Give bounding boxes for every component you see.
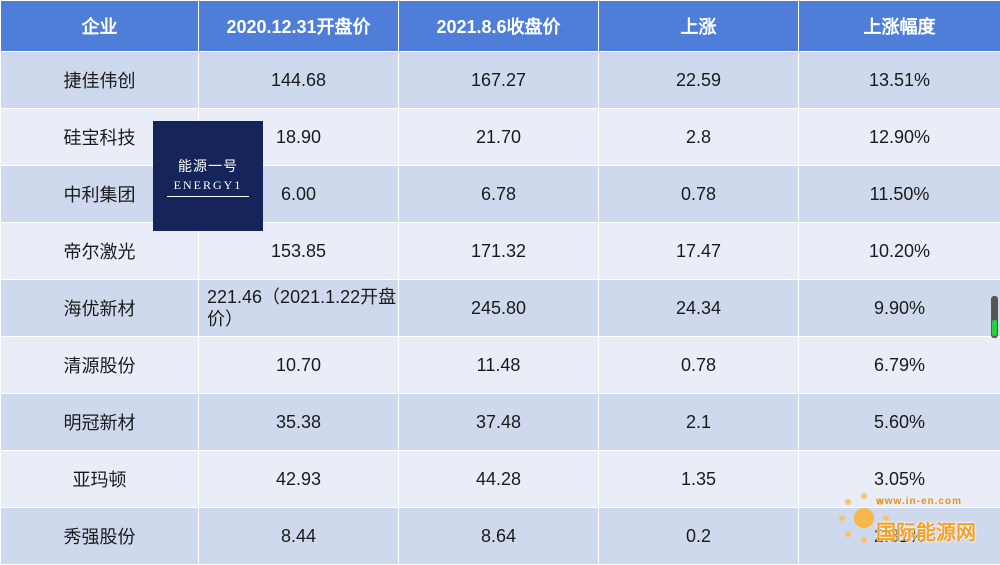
cell-rise: 24.34 xyxy=(599,280,799,337)
table-row: 秀强股份 8.44 8.64 0.2 2.31% xyxy=(1,508,1000,565)
table-row: 捷佳伟创 144.68 167.27 22.59 13.51% xyxy=(1,52,1000,109)
energy1-logo: 能源一号 ENERGY1 xyxy=(153,121,263,231)
scroll-indicator[interactable] xyxy=(991,296,998,338)
cell-company: 捷佳伟创 xyxy=(1,52,199,109)
cell-close-price: 21.70 xyxy=(399,109,599,166)
cell-rise-percent: 2.31% xyxy=(799,508,1000,565)
cell-rise-percent: 11.50% xyxy=(799,166,1000,223)
cell-rise: 0.78 xyxy=(599,337,799,394)
table-row: 明冠新材 35.38 37.48 2.1 5.60% xyxy=(1,394,1000,451)
table-row: 亚玛顿 42.93 44.28 1.35 3.05% xyxy=(1,451,1000,508)
cell-rise-percent: 9.90% xyxy=(799,280,1000,337)
cell-company: 秀强股份 xyxy=(1,508,199,565)
cell-rise-percent: 3.05% xyxy=(799,451,1000,508)
cell-open-price: 10.70 xyxy=(199,337,399,394)
cell-rise: 0.2 xyxy=(599,508,799,565)
cell-rise: 17.47 xyxy=(599,223,799,280)
header-company: 企业 xyxy=(1,1,199,52)
cell-rise-percent: 5.60% xyxy=(799,394,1000,451)
table-row: 清源股份 10.70 11.48 0.78 6.79% xyxy=(1,337,1000,394)
cell-close-price: 8.64 xyxy=(399,508,599,565)
cell-company: 亚玛顿 xyxy=(1,451,199,508)
cell-close-price: 37.48 xyxy=(399,394,599,451)
scroll-indicator-fill xyxy=(992,320,997,336)
cell-rise: 22.59 xyxy=(599,52,799,109)
cell-rise: 2.8 xyxy=(599,109,799,166)
cell-open-price: 153.85 xyxy=(199,223,399,280)
header-open-price: 2020.12.31开盘价 xyxy=(199,1,399,52)
cell-company: 明冠新材 xyxy=(1,394,199,451)
cell-open-price: 8.44 xyxy=(199,508,399,565)
cell-company: 清源股份 xyxy=(1,337,199,394)
logo-underline xyxy=(167,196,249,197)
cell-close-price: 171.32 xyxy=(399,223,599,280)
cell-close-price: 245.80 xyxy=(399,280,599,337)
cell-close-price: 6.78 xyxy=(399,166,599,223)
logo-cn-text: 能源一号 xyxy=(178,156,238,176)
cell-open-price: 42.93 xyxy=(199,451,399,508)
table-row: 中利集团 6.00 6.78 0.78 11.50% xyxy=(1,166,1000,223)
cell-company: 海优新材 xyxy=(1,280,199,337)
header-rise: 上涨 xyxy=(599,1,799,52)
cell-rise-percent: 12.90% xyxy=(799,109,1000,166)
logo-en-text: ENERGY1 xyxy=(174,178,243,193)
cell-rise-percent: 10.20% xyxy=(799,223,1000,280)
cell-close-price: 167.27 xyxy=(399,52,599,109)
table-row: 帝尔激光 153.85 171.32 17.47 10.20% xyxy=(1,223,1000,280)
table-header-row: 企业 2020.12.31开盘价 2021.8.6收盘价 上涨 上涨幅度 xyxy=(1,1,1000,52)
cell-rise-percent: 6.79% xyxy=(799,337,1000,394)
cell-rise: 2.1 xyxy=(599,394,799,451)
header-rise-percent: 上涨幅度 xyxy=(799,1,1000,52)
cell-rise-percent: 13.51% xyxy=(799,52,1000,109)
cell-company: 帝尔激光 xyxy=(1,223,199,280)
cell-rise: 1.35 xyxy=(599,451,799,508)
cell-close-price: 11.48 xyxy=(399,337,599,394)
header-close-price: 2021.8.6收盘价 xyxy=(399,1,599,52)
cell-rise: 0.78 xyxy=(599,166,799,223)
table-row: 硅宝科技 18.90 21.70 2.8 12.90% xyxy=(1,109,1000,166)
cell-open-price: 221.46（2021.1.22开盘价） xyxy=(199,280,399,337)
cell-open-price: 35.38 xyxy=(199,394,399,451)
cell-open-price: 144.68 xyxy=(199,52,399,109)
cell-close-price: 44.28 xyxy=(399,451,599,508)
table-row: 海优新材 221.46（2021.1.22开盘价） 245.80 24.34 9… xyxy=(1,280,1000,337)
